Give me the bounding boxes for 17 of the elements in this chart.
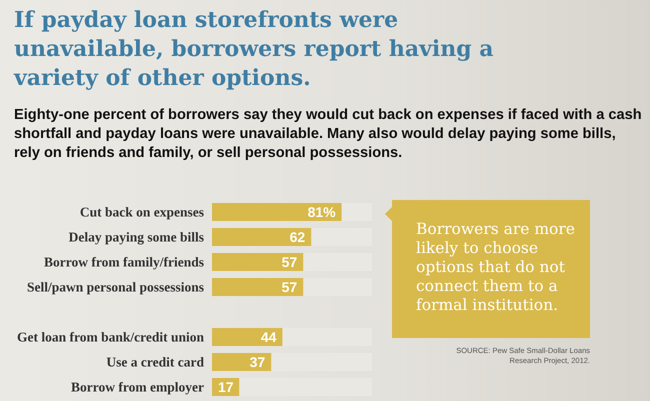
text: Borrowers are more likely to choose options that do not connect them to a formal institution. bbox=[416, 220, 576, 315]
data-label: 17 bbox=[218, 379, 234, 395]
y-tick-label: Use a credit card bbox=[106, 354, 204, 370]
data-label: 44 bbox=[260, 329, 277, 345]
chart-subtitle: Eighty-one percent of borrowers say they would cut back on expenses if faced with a cash shortfall and payday loans were unavailable. Many also would delay paying some bills, rely on friends and family, or sell personal possessions. bbox=[14, 106, 643, 163]
data-label: 62 bbox=[290, 229, 306, 245]
y-tick-label: Borrow from employer bbox=[71, 379, 204, 394]
data-label: 57 bbox=[282, 254, 298, 270]
y-tick-label: Delay paying some bills bbox=[68, 229, 204, 244]
y-tick-label: Cut back on expenses bbox=[80, 204, 204, 220]
y-tick-label: Borrow from family/friends bbox=[44, 254, 204, 270]
data-label: 81% bbox=[308, 204, 336, 220]
data-label: 37 bbox=[250, 354, 266, 370]
y-tick-label: Get loan from bank/credit union bbox=[16, 329, 204, 344]
y-tick-label: Sell/pawn personal possessions bbox=[26, 279, 204, 294]
chart-title: If payday loan storefronts were unavailable, borrowers report having a variety of other options. bbox=[14, 6, 495, 93]
data-label: 57 bbox=[282, 279, 298, 295]
